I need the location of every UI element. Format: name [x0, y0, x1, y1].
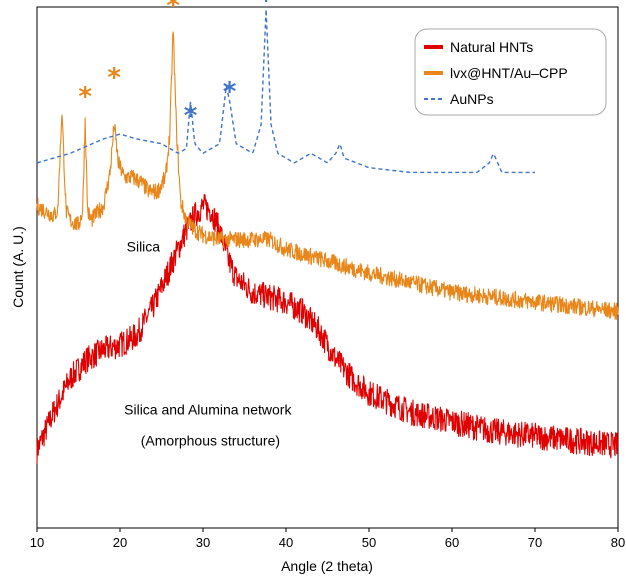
legend-label-aunps: AuNPs	[450, 91, 494, 107]
plot-frame	[36, 6, 619, 529]
annotation-1: Silica and Alumina network	[124, 402, 292, 418]
markers-layer: * * * * * *	[78, 0, 273, 131]
peak-marker-5: *	[259, 0, 273, 16]
peak-marker-0: *	[78, 82, 92, 112]
x-ticks: 10 20 30 40 50 60 70 80	[30, 528, 625, 550]
x-tick-label-1: 20	[113, 535, 127, 550]
x-tick-label-3: 40	[279, 535, 293, 550]
legend-label-natural-hnts: Natural HNTs	[450, 39, 533, 55]
legend-box	[414, 28, 607, 116]
x-tick-label-0: 10	[30, 535, 44, 550]
x-tick-label-7: 80	[611, 535, 625, 550]
peak-marker-3: *	[184, 101, 198, 131]
x-axis-title: Angle (2 theta)	[281, 558, 373, 574]
annotations-layer: Silica Silica and Alumina network (Amorpho…	[124, 239, 292, 449]
x-tick-label-2: 30	[196, 535, 210, 550]
series-layer	[36, 8, 619, 464]
annotation-2: (Amorphous structure)	[141, 433, 280, 449]
series-line-1	[36, 31, 619, 320]
legend-label-lvx-hnt-au-cpp: lvx@HNT/Au–CPP	[450, 65, 568, 81]
peak-marker-4: *	[223, 77, 237, 107]
legend: Natural HNTs lvx@HNT/Au–CPP AuNPs	[414, 28, 607, 116]
y-axis-title: Count (A. U.)	[10, 226, 26, 308]
x-tick-label-5: 60	[445, 535, 459, 550]
peak-marker-2: *	[166, 0, 180, 21]
x-tick-label-4: 50	[362, 535, 376, 550]
series-line-0	[36, 193, 619, 464]
peak-marker-1: *	[107, 63, 121, 93]
series-line-2	[36, 8, 535, 174]
x-tick-label-6: 70	[528, 535, 542, 550]
annotation-0: Silica	[127, 239, 161, 255]
